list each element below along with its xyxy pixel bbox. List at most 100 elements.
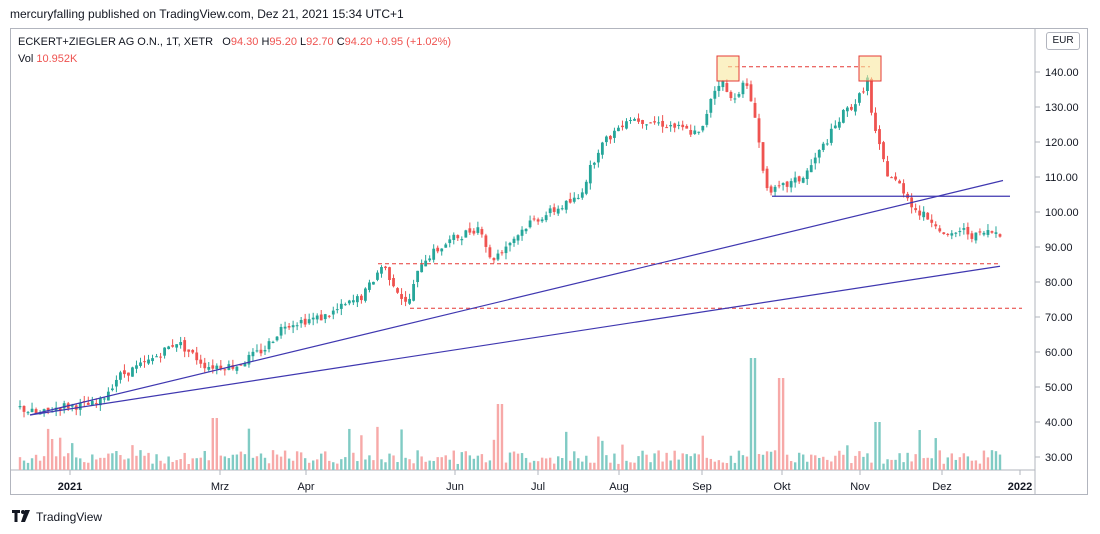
volume-bar <box>147 452 150 470</box>
volume-bar <box>464 451 468 470</box>
volume-bar <box>26 462 30 470</box>
x-tick-label: Mrz <box>211 481 229 493</box>
volume-bar <box>316 459 319 470</box>
volume-bar <box>753 358 757 470</box>
candle-body <box>179 342 183 346</box>
volume-bar <box>978 463 982 470</box>
volume-bar <box>990 450 994 470</box>
candle-body <box>592 162 596 165</box>
candle-body <box>657 122 661 124</box>
candle-body <box>552 207 556 212</box>
candle-body <box>412 284 416 301</box>
x-tick-label: Sep <box>692 481 712 493</box>
high-value: 95.20 <box>269 36 297 48</box>
candle-body <box>464 230 468 238</box>
volume-bar <box>934 438 937 470</box>
candle-body <box>532 218 536 220</box>
volume-bar <box>320 453 323 470</box>
volume-bar <box>673 450 676 470</box>
candle-body <box>862 91 865 93</box>
volume-bar <box>91 454 94 470</box>
candle-body <box>721 81 725 88</box>
volume-bar <box>275 454 279 470</box>
candle-body <box>347 300 351 304</box>
volume-bar <box>255 456 259 470</box>
candle-body <box>275 336 279 341</box>
volume-bar <box>38 460 42 470</box>
candle-body <box>114 379 118 387</box>
volume-bar <box>287 458 291 470</box>
candle-body <box>456 235 460 239</box>
candle-body <box>520 229 524 236</box>
volume-bar <box>263 457 267 470</box>
candle-body <box>392 278 395 287</box>
candle-body <box>918 210 922 216</box>
volume-bar <box>621 444 624 470</box>
candle-body <box>231 365 235 369</box>
candle-body <box>986 230 990 235</box>
volume-bar <box>388 453 391 470</box>
candle-body <box>621 125 624 128</box>
volume-bar <box>66 453 70 470</box>
candle-body <box>223 369 227 371</box>
volume-bar <box>862 456 865 470</box>
candle-body <box>793 177 797 183</box>
volume-bar <box>119 455 122 470</box>
candle-body <box>637 118 640 122</box>
candle-body <box>886 161 889 177</box>
candle-body <box>998 234 1002 237</box>
volume-bar <box>874 422 877 470</box>
volume-bar <box>834 455 837 470</box>
x-tick-label: 2021 <box>58 481 82 493</box>
candle-body <box>420 264 424 273</box>
volume-bar <box>223 456 227 470</box>
volume-bar <box>520 453 524 470</box>
candle-body <box>143 361 146 363</box>
candle-body <box>287 326 291 328</box>
low-label: L <box>300 36 307 48</box>
volume-bar <box>878 422 881 470</box>
volume-bar <box>508 452 512 470</box>
volume-bar <box>279 456 283 470</box>
candle-body <box>428 258 432 261</box>
candle-body <box>319 314 323 321</box>
candle-body <box>295 325 299 327</box>
candle-body <box>123 370 126 375</box>
candle-body <box>299 320 303 324</box>
candle-body <box>372 281 375 285</box>
volume-bar <box>657 450 660 470</box>
footer-brand[interactable]: TradingView <box>12 509 102 525</box>
x-tick-label: Okt <box>773 481 790 493</box>
volume-bar <box>898 453 901 470</box>
candle-body <box>609 135 612 140</box>
candle-body <box>837 121 841 128</box>
candle-body <box>380 267 383 274</box>
volume-bar <box>609 462 612 470</box>
volume-bar <box>30 458 34 470</box>
currency-badge[interactable]: EUR <box>1046 32 1080 50</box>
candle-body <box>155 356 158 358</box>
volume-bar <box>131 445 134 470</box>
candle-body <box>151 358 154 362</box>
candle-body <box>163 347 166 356</box>
candle-body <box>978 231 982 233</box>
candle-body <box>950 233 954 236</box>
candle-body <box>384 266 387 269</box>
candle-body <box>183 340 187 352</box>
candle-body <box>629 119 632 121</box>
volume-bar <box>681 453 684 470</box>
volume-bar <box>243 454 247 470</box>
volume-bar <box>641 450 644 470</box>
candle-body <box>560 208 564 210</box>
candle-body <box>745 83 749 86</box>
x-tick-label: 2022 <box>1008 481 1032 493</box>
volume-bar <box>902 462 905 470</box>
candle-body <box>239 364 243 366</box>
volume-bar <box>737 450 741 470</box>
highlight-box-left <box>716 55 740 82</box>
volume-bar <box>785 454 789 470</box>
volume-bar <box>372 460 375 470</box>
volume-bar <box>561 457 564 470</box>
candle-body <box>62 403 66 409</box>
